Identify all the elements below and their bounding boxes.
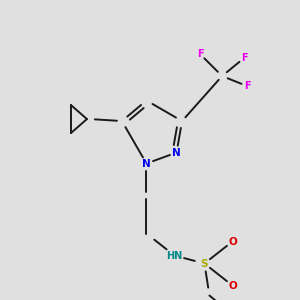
Text: S: S: [201, 259, 208, 269]
Text: F: F: [197, 49, 203, 59]
Text: N: N: [172, 148, 181, 158]
Text: O: O: [228, 236, 237, 247]
Text: O: O: [228, 280, 237, 290]
Text: F: F: [241, 53, 247, 63]
Text: N: N: [142, 158, 151, 169]
Text: F: F: [244, 81, 250, 91]
Text: HN: HN: [166, 250, 183, 260]
